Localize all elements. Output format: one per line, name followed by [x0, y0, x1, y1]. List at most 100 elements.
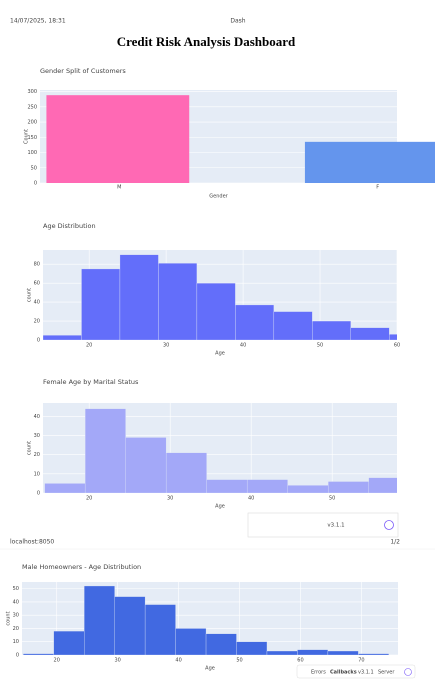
y-tick-label: 50: [13, 586, 19, 592]
x-tick-label: 20: [86, 496, 92, 502]
x-axis-title: Age: [215, 504, 225, 510]
y-tick-label: 40: [13, 599, 19, 605]
x-tick-label: 60: [297, 658, 303, 664]
histogram-bar: [145, 605, 175, 655]
y-tick-label: 40: [34, 414, 40, 420]
y-tick-label: 40: [34, 300, 40, 306]
y-axis-title: count: [6, 611, 12, 625]
y-tick-label: 60: [34, 281, 40, 287]
dashboard-title: Credit Risk Analysis Dashboard: [117, 34, 296, 49]
x-tick-label: 40: [175, 658, 181, 664]
debug-callbacks[interactable]: Callbacks: [330, 670, 357, 676]
chart-title: Age Distribution: [43, 222, 96, 230]
histogram-bar: [369, 478, 410, 493]
y-axis-title: Count: [24, 129, 30, 144]
histogram-bar: [207, 480, 248, 493]
chart-title: Male Homeowners - Age Distribution: [22, 563, 141, 571]
chart: Female Age by Marital Status 0 10 20 30 40 cou…: [27, 378, 410, 510]
y-tick-label: 10: [13, 639, 19, 645]
histogram-bar: [81, 269, 119, 340]
x-tick-label: 50: [329, 496, 335, 502]
chart: Age Distribution 0 20 40 60 80 count Age 20 30 40 5…: [27, 222, 428, 357]
x-tick-label: 40: [248, 496, 254, 502]
y-axis-title: count: [27, 441, 33, 455]
x-tick-label: 30: [163, 343, 169, 349]
histogram-bar: [158, 263, 196, 340]
timestamp: 14/07/2025, 18:31: [10, 18, 66, 25]
histogram-bar: [235, 305, 273, 340]
y-tick-label: 30: [34, 433, 40, 439]
x-tick-label: M: [117, 185, 121, 191]
histogram-bar: [247, 480, 288, 493]
x-tick-label: 30: [114, 658, 120, 664]
debug-server[interactable]: Server: [378, 670, 395, 676]
histogram-bar: [358, 654, 388, 655]
histogram-bar: [115, 597, 145, 655]
x-axis-title: Gender: [209, 194, 228, 200]
y-tick-label: 10: [34, 471, 40, 477]
y-tick-label: 20: [13, 626, 19, 632]
histogram-bar: [120, 255, 158, 340]
bar: [46, 95, 189, 183]
histogram-bar: [267, 651, 297, 655]
y-axis-title: count: [27, 288, 33, 302]
histogram-bar: [206, 634, 236, 655]
histogram-bar: [312, 321, 350, 340]
histogram-bar: [166, 453, 207, 493]
histogram-bar: [176, 628, 206, 655]
y-tick-label: 80: [34, 262, 40, 268]
histogram-bar: [328, 651, 358, 655]
y-tick-label: 100: [27, 150, 37, 156]
histogram-bar: [274, 312, 312, 340]
histogram-bar: [297, 650, 327, 655]
x-tick-label: 30: [167, 496, 173, 502]
footer-url: localhost:8050: [10, 539, 54, 546]
y-tick-label: 0: [37, 338, 40, 344]
y-tick-label: 20: [34, 319, 40, 325]
chart-title: Female Age by Marital Status: [43, 378, 139, 386]
x-tick-label: 50: [236, 658, 242, 664]
chart: Male Homeowners - Age Distribution 0 10 20 3…: [6, 563, 399, 672]
bar: [305, 142, 435, 183]
y-tick-label: 30: [13, 613, 19, 619]
y-tick-label: 50: [31, 165, 37, 171]
histogram-bar: [288, 485, 329, 493]
x-tick-label: 40: [240, 343, 246, 349]
page-number: 1/2: [390, 539, 400, 546]
histogram-bar: [84, 586, 114, 655]
x-axis-title: Age: [205, 666, 215, 672]
y-tick-label: 0: [16, 653, 19, 659]
histogram-bar: [328, 482, 369, 493]
version-text: v3.1.1: [327, 523, 344, 529]
x-tick-label: 70: [358, 658, 364, 664]
x-tick-label: 20: [54, 658, 60, 664]
debug-version: v3.1.1: [358, 670, 374, 676]
y-tick-label: 0: [34, 181, 37, 187]
y-tick-label: 200: [27, 120, 37, 126]
y-tick-label: 300: [27, 89, 37, 95]
debug-errors[interactable]: Errors: [311, 670, 326, 676]
histogram-bar: [54, 631, 84, 655]
histogram-bar: [126, 437, 167, 493]
version-badge: [248, 513, 398, 537]
histogram-bar: [389, 334, 427, 340]
histogram-bar: [351, 328, 389, 340]
x-tick-label: 60: [394, 343, 400, 349]
histogram-bar: [85, 409, 126, 493]
chart: Gender Split of Customers050100150200250…: [24, 67, 435, 200]
y-tick-label: 20: [34, 452, 40, 458]
x-tick-label: 50: [317, 343, 323, 349]
x-tick-label: 20: [86, 343, 92, 349]
y-tick-label: 250: [27, 104, 37, 110]
page-title: Dash: [230, 18, 245, 25]
histogram-bar: [23, 654, 53, 655]
x-tick-label: F: [376, 185, 379, 191]
chart-title: Gender Split of Customers: [40, 67, 126, 75]
histogram-bar: [45, 483, 86, 493]
y-tick-label: 0: [37, 491, 40, 497]
histogram-bar: [197, 283, 235, 340]
histogram-bar: [43, 335, 81, 340]
histogram-bar: [237, 642, 267, 655]
x-axis-title: Age: [215, 351, 225, 357]
